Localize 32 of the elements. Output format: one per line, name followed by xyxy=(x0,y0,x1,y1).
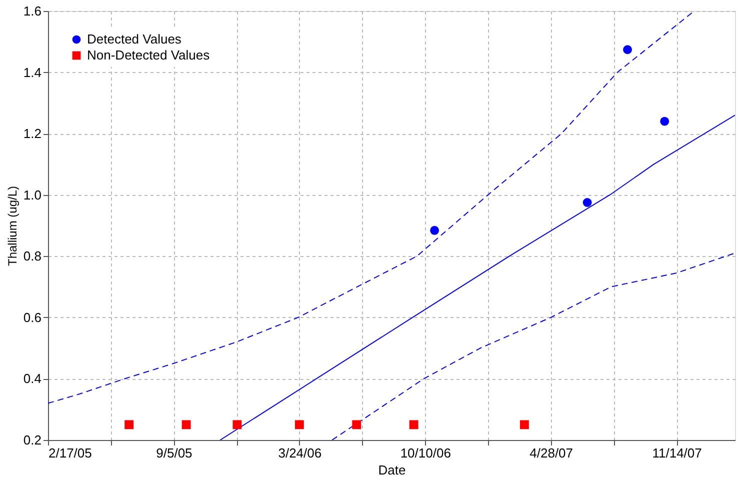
y-tick-label: 1.0 xyxy=(23,187,42,202)
x-tick-label: 11/14/07 xyxy=(652,446,702,460)
line-series xyxy=(332,252,735,440)
x-tick-label: 2/17/05 xyxy=(48,446,92,460)
x-tick-label: 3/24/06 xyxy=(278,446,322,460)
line-series xyxy=(48,11,695,404)
line-series xyxy=(220,114,735,440)
y-tick-label: 1.4 xyxy=(23,64,42,80)
point xyxy=(409,420,418,430)
y-tick-label: 0.2 xyxy=(23,432,42,448)
x-tick-label: 9/5/05 xyxy=(156,446,192,460)
y-tick-label: 1.6 xyxy=(23,4,42,18)
legend-label: Non-Detected Values xyxy=(87,48,210,62)
y-tick-label: 0.4 xyxy=(23,371,42,386)
y-tick-label: 0.6 xyxy=(23,310,42,325)
x-tick-label: 10/10/06 xyxy=(400,446,451,460)
point xyxy=(660,116,670,126)
point xyxy=(582,198,592,207)
point xyxy=(124,420,134,430)
point xyxy=(352,420,362,430)
y-axis-title: Thallium (ug/L) xyxy=(5,186,20,266)
x-tick-label: 4/28/07 xyxy=(530,446,574,460)
point xyxy=(430,226,440,235)
point xyxy=(623,45,632,54)
x-axis-title: Date xyxy=(378,462,406,478)
y-tick-label: 1.2 xyxy=(23,126,42,142)
point xyxy=(520,420,529,430)
legend-label: Detected Values xyxy=(87,32,182,46)
point xyxy=(294,420,304,430)
y-tick-label: 0.8 xyxy=(23,248,42,264)
point xyxy=(232,420,242,430)
point xyxy=(182,420,191,430)
